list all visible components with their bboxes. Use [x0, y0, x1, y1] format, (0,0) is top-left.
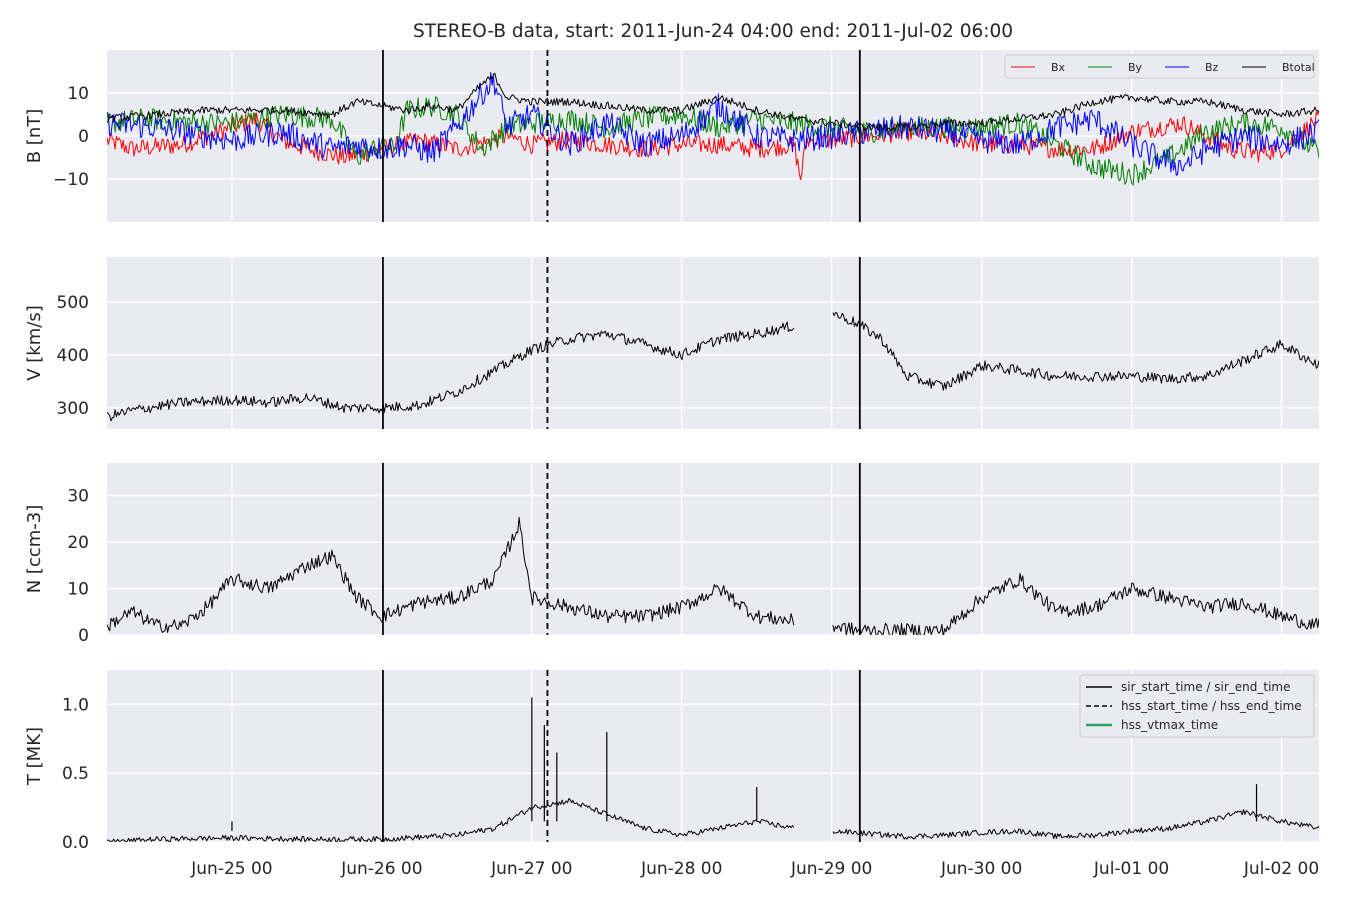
y-tick-label: 0.5: [62, 764, 89, 784]
y-axis-label: N [ccm-3]: [24, 505, 45, 594]
y-axis-label: V [km/s]: [24, 305, 45, 380]
series-line-v: [107, 312, 1319, 422]
y-tick-label: 0: [78, 127, 89, 147]
x-tick-label: Jul-02 00: [1243, 859, 1319, 879]
y-tick-label: 20: [67, 533, 89, 553]
y-axis-label: B [nT]: [24, 109, 45, 164]
y-tick-label: 30: [67, 487, 89, 507]
x-tick-label: Jun-25 00: [190, 859, 272, 879]
figure-title: STEREO-B data, start: 2011-Jun-24 04:00 …: [413, 21, 1013, 42]
panel-3: Jun-25 00 Jun-26 00 Jun-27 00 Jun-28 00 Jun-…: [24, 670, 1319, 879]
y-tick-label: −10: [53, 170, 89, 190]
y-tick-label: 300: [57, 399, 89, 419]
legend-label: Bx: [1051, 61, 1066, 74]
x-tick-label: Jun-26 00: [340, 859, 422, 879]
panel-1: 300 400 500 V [km/s]: [24, 257, 1319, 429]
x-tick-label: Jun-29 00: [790, 859, 872, 879]
legend-label: By: [1128, 61, 1143, 74]
y-tick-label: 1.0: [62, 695, 89, 715]
series-line-by: [107, 96, 1319, 186]
series-line-btotal: [107, 72, 1319, 132]
data-layer: [107, 312, 1319, 422]
legend-box: [1079, 674, 1315, 738]
series-line-n: [107, 516, 1319, 635]
y-tick-label: 0: [78, 626, 89, 646]
legend-label: Bz: [1205, 61, 1219, 74]
x-tick-label: Jun-27 00: [490, 859, 572, 879]
y-tick-label: 0.0: [62, 833, 89, 853]
x-tick-label: Jul-01 00: [1093, 859, 1169, 879]
panel-2: 0 10 20 30 N [ccm-3]: [24, 463, 1319, 646]
legend-label: hss_start_time / hss_end_time: [1121, 699, 1302, 713]
x-tick-label: Jun-28 00: [640, 859, 722, 879]
legend-box: [1004, 54, 1315, 79]
y-axis-label: T [MK]: [24, 727, 45, 786]
data-layer: [107, 516, 1319, 635]
x-tick-label: Jun-30 00: [940, 859, 1022, 879]
series-line-bx: [107, 109, 1319, 181]
legend-label: hss_vtmax_time: [1121, 718, 1218, 732]
plot-background: [107, 463, 1319, 635]
panel-0: −10 0 10 B [nT] Bx By Bz Btotal: [24, 50, 1319, 222]
legend-label: Btotal: [1282, 61, 1315, 74]
series-line-t: [107, 798, 1319, 842]
y-tick-label: 500: [57, 293, 89, 313]
y-tick-label: 10: [67, 84, 89, 104]
legend-label: sir_start_time / sir_end_time: [1121, 680, 1291, 694]
series-line-bz: [107, 72, 1319, 176]
y-tick-label: 10: [67, 580, 89, 600]
plot-background: [107, 257, 1319, 429]
data-layer: [107, 72, 1319, 186]
data-layer: [107, 697, 1319, 842]
y-tick-label: 400: [57, 346, 89, 366]
